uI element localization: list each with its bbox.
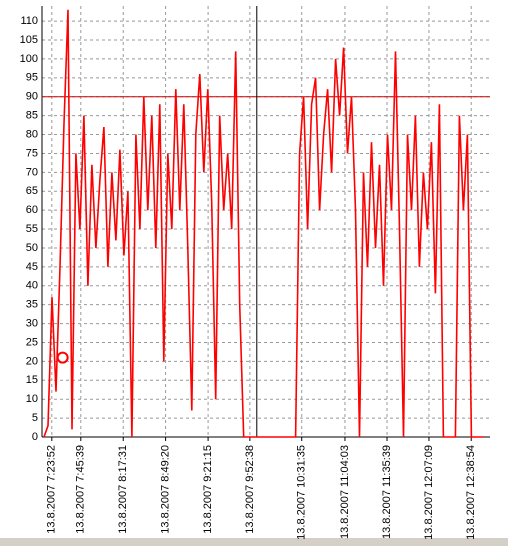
y-tick-label: 85 xyxy=(26,110,38,122)
y-tick-label: 95 xyxy=(26,72,38,84)
y-tick-label: 40 xyxy=(26,280,38,292)
y-tick-label: 50 xyxy=(26,242,38,254)
y-tick-label: 45 xyxy=(26,261,38,273)
y-tick-label: 5 xyxy=(32,412,38,424)
x-tick-label: 13.8.2007 12:07:09 xyxy=(423,445,435,540)
y-tick-label: 110 xyxy=(20,15,38,27)
marker xyxy=(56,351,69,364)
y-tick-label: 0 xyxy=(32,431,38,443)
y-tick-label: 70 xyxy=(26,166,38,178)
x-tick-label: 13.8.2007 7:23:52 xyxy=(46,445,58,534)
y-tick-label: 90 xyxy=(26,91,38,103)
window-border xyxy=(0,538,508,546)
y-tick-label: 20 xyxy=(26,355,38,367)
x-tick-label: 13.8.2007 12:38:54 xyxy=(465,445,477,540)
x-tick-label: 13.8.2007 9:52:38 xyxy=(244,445,256,534)
y-tick-label: 30 xyxy=(26,317,38,329)
x-tick-label: 13.8.2007 11:35:39 xyxy=(381,445,393,539)
y-tick-label: 25 xyxy=(26,336,38,348)
y-tick-label: 10 xyxy=(26,393,38,405)
y-tick-label: 100 xyxy=(20,53,38,65)
x-tick-label: 13.8.2007 8:49:20 xyxy=(160,445,172,534)
x-tick-label: 13.8.2007 8:17:31 xyxy=(117,445,129,534)
x-tick-label: 13.8.2007 7:45:39 xyxy=(75,445,87,534)
y-tick-label: 75 xyxy=(26,147,38,159)
y-tick-label: 35 xyxy=(26,299,38,311)
y-tick-label: 55 xyxy=(26,223,38,235)
x-tick-label: 13.8.2007 10:31:35 xyxy=(296,445,308,540)
y-tick-label: 60 xyxy=(26,204,38,216)
y-tick-label: 80 xyxy=(26,128,38,140)
y-tick-label: 105 xyxy=(20,34,38,46)
y-tick-label: 65 xyxy=(26,185,38,197)
data-line xyxy=(43,9,484,438)
x-tick-label: 13.8.2007 9:21:15 xyxy=(202,445,214,534)
x-tick-label: 13.8.2007 11:04:03 xyxy=(339,445,351,539)
y-tick-label: 15 xyxy=(26,374,38,386)
